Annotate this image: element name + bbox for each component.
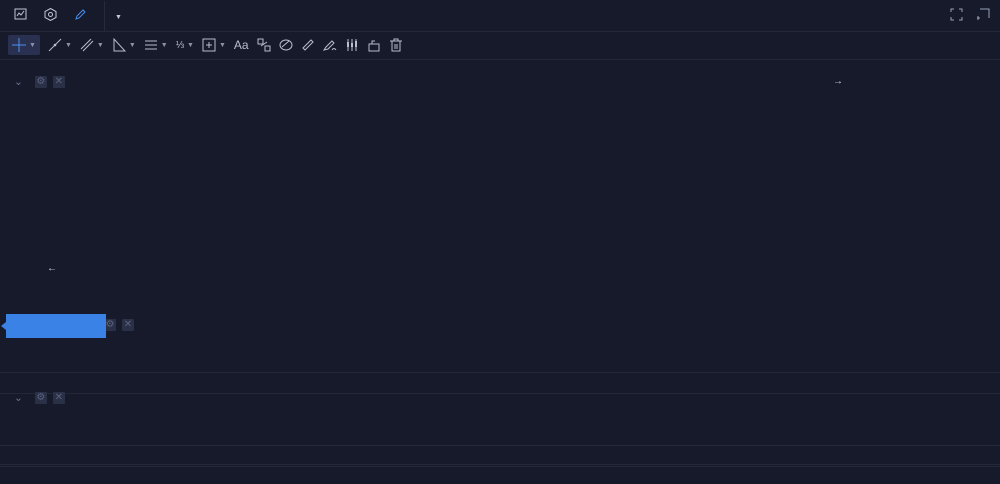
period-dropdown[interactable]: ▼ (115, 13, 122, 21)
macd-settings-icon[interactable]: ⚙ (104, 319, 116, 331)
candle-icon (346, 39, 357, 51)
gear-icon (44, 7, 57, 24)
settings-button[interactable] (44, 7, 60, 24)
parallel-line-tool[interactable]: ▼ (80, 38, 104, 52)
volume-legend: ⌄ ⚙ ✕ (14, 392, 83, 404)
ruler-tool[interactable] (301, 38, 315, 52)
parallel-line-icon (80, 38, 94, 52)
pattern-icon (257, 38, 271, 52)
divider (104, 0, 105, 31)
crosshair-icon (12, 38, 26, 52)
ruler-icon (301, 39, 314, 51)
horizontal-lines-icon (144, 40, 157, 50)
brush-tool[interactable] (322, 38, 337, 52)
top-toolbar: ▼ (0, 0, 1000, 32)
low-price-label: ← (47, 263, 57, 274)
trash-icon (389, 38, 402, 52)
brush-icon (322, 40, 337, 51)
chart-icon (14, 8, 27, 23)
text-icon: Aa (233, 38, 249, 52)
circle-icon (279, 39, 293, 51)
circle-tool[interactable] (279, 38, 293, 52)
pencil-icon (74, 8, 87, 24)
high-price-label: → (833, 76, 843, 87)
fibonacci-tool[interactable]: ⅓ ▼ (175, 39, 194, 51)
collapse-chevron-icon[interactable]: ⌄ (14, 76, 23, 88)
indicators-button[interactable] (14, 8, 30, 23)
macd-chart[interactable] (0, 331, 1000, 371)
draw-button[interactable] (74, 8, 90, 24)
right-tools (936, 0, 990, 31)
candlestick-chart[interactable] (0, 75, 1000, 315)
trend-line-icon (48, 38, 62, 52)
crosshair-tool[interactable]: ▼ (8, 35, 40, 55)
triangle-icon (113, 38, 126, 52)
rectangle-icon (202, 38, 216, 52)
legend-settings-icon[interactable]: ⚙ (34, 76, 47, 88)
add-window-icon[interactable] (976, 8, 990, 24)
fullscreen-icon[interactable] (950, 8, 963, 24)
delete-tool[interactable] (389, 38, 403, 52)
indicator-tabs-volume (0, 445, 1000, 467)
volume-close-icon[interactable]: ✕ (52, 392, 65, 404)
candle-tool[interactable] (345, 38, 359, 52)
horizontal-lines-tool[interactable]: ▼ (144, 38, 168, 52)
trend-line-tool[interactable]: ▼ (48, 38, 72, 52)
macd-close-icon[interactable]: ✕ (122, 319, 134, 331)
collapse-chevron-icon[interactable]: ⌄ (14, 392, 23, 404)
text-tool[interactable]: Aa (234, 38, 249, 52)
rectangle-tool[interactable]: ▼ (202, 38, 226, 52)
drawing-toolbar: ▼ ▼ ▼ ▼ ▼ ⅓ ▼ ▼ Aa (0, 31, 1000, 60)
period-selector: ▼ (115, 10, 131, 22)
lock-tool[interactable] (367, 38, 381, 52)
macd-legend: ⚙ ✕ (104, 319, 152, 331)
pattern-tool[interactable] (257, 38, 271, 52)
indicator-tabs-macd (0, 372, 1000, 394)
lock-icon (368, 40, 380, 52)
volume-settings-icon[interactable]: ⚙ (34, 392, 47, 404)
angle-tool[interactable]: ▼ (112, 38, 136, 52)
main-legend: ⌄ ⚙ ✕ (14, 76, 89, 88)
vip-popup[interactable] (1, 314, 106, 338)
volume-chart[interactable] (0, 405, 1000, 445)
legend-close-icon[interactable]: ✕ (52, 76, 65, 88)
x-axis (0, 464, 1000, 484)
fibonacci-icon: ⅓ (175, 39, 185, 51)
